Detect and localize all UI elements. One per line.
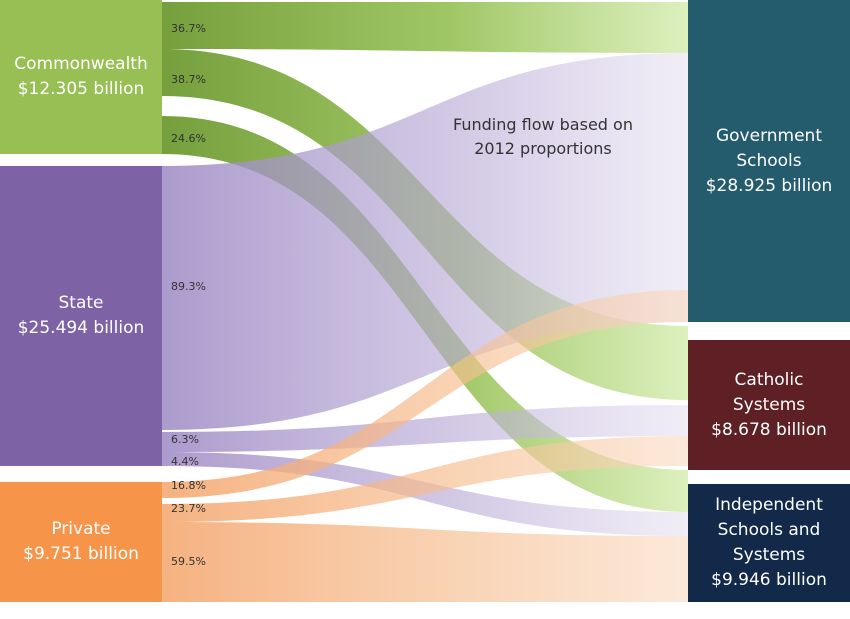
flow-percent-private-to-government: 16.8%	[171, 479, 206, 492]
flow-percent-commonwealth-to-independent: 24.6%	[171, 132, 206, 145]
source-private: Private $9.751 billion	[0, 482, 162, 602]
flow-percent-state-to-government: 89.3%	[171, 280, 206, 293]
flow-commonwealth-to-government	[162, 2, 688, 53]
destination-government-label: Government Schools $28.925 billion	[705, 125, 833, 196]
source-commonwealth: Commonwealth $12.305 billion	[0, 0, 162, 154]
flow-percent-commonwealth-to-catholic: 38.7%	[171, 73, 206, 86]
diagram-caption: Funding flow based on 2012 proportions	[453, 115, 633, 158]
flow-percent-private-to-catholic: 23.7%	[171, 502, 206, 515]
destination-catholic: Catholic Systems $8.678 billion	[688, 340, 850, 470]
source-state-label: State $25.494 billion	[17, 293, 145, 338]
flow-percent-state-to-catholic: 6.3%	[171, 433, 199, 446]
destination-catholic-label: Catholic Systems $8.678 billion	[711, 369, 827, 440]
destination-independent: Independent Schools and Systems $9.946 b…	[688, 484, 850, 602]
flow-private-to-independent	[162, 522, 688, 602]
flow-percent-private-to-independent: 59.5%	[171, 555, 206, 568]
flow-private-to-catholic	[162, 436, 688, 522]
flow-state-to-catholic	[162, 405, 688, 452]
flow-state-to-government	[162, 53, 688, 430]
destination-government: Government Schools $28.925 billion	[688, 0, 850, 322]
source-private-label: Private $9.751 billion	[23, 519, 139, 564]
source-state: State $25.494 billion	[0, 166, 162, 466]
flow-percent-state-to-independent: 4.4%	[171, 455, 199, 468]
source-commonwealth-label: Commonwealth $12.305 billion	[14, 54, 148, 99]
destination-independent-label: Independent Schools and Systems $9.946 b…	[711, 495, 827, 590]
flow-private-to-government	[162, 290, 688, 498]
flow-percent-commonwealth-to-government: 36.7%	[171, 22, 206, 35]
